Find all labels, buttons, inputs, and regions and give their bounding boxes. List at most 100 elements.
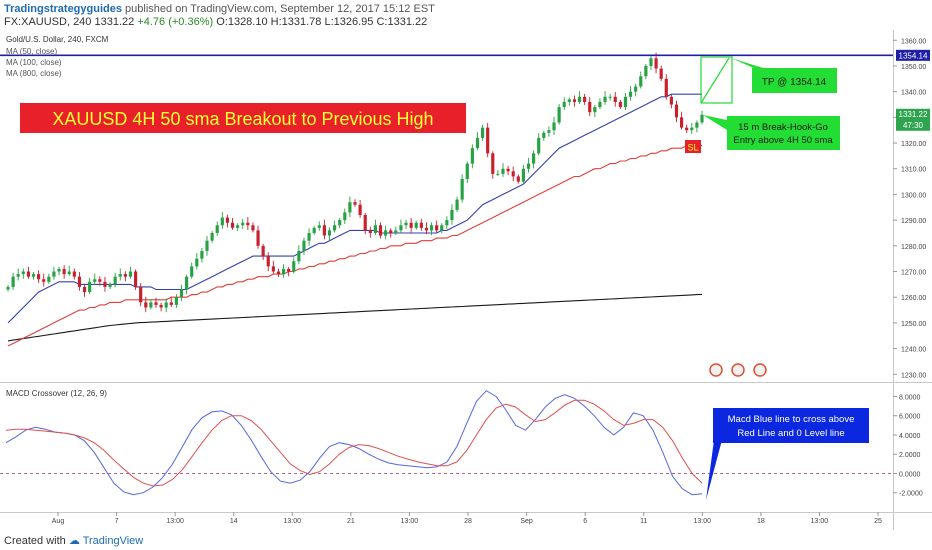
- candle: [358, 199, 362, 218]
- candle-body: [680, 117, 684, 128]
- candle: [475, 132, 480, 151]
- candle-body: [11, 276, 15, 287]
- candle: [649, 54, 653, 70]
- candle-body: [450, 209, 454, 221]
- price-tick-label: 1240.00: [901, 347, 926, 354]
- candle-body: [384, 230, 388, 236]
- price-tick-label: 1270.00: [901, 270, 926, 277]
- event-flag-icon[interactable]: [731, 363, 745, 377]
- time-tick-label: 13:00: [284, 518, 302, 525]
- candle-body: [292, 261, 296, 272]
- candle: [363, 212, 367, 235]
- candle-body: [480, 127, 485, 138]
- price-change: +4.76 (+0.36%): [137, 16, 214, 28]
- candle: [394, 226, 398, 236]
- price-pane-bg: [0, 30, 893, 382]
- candle: [623, 92, 628, 111]
- time-tick-label: 18: [757, 518, 765, 525]
- event-icons[interactable]: [709, 363, 767, 377]
- time-tick-label: 13:00: [811, 518, 829, 525]
- price-tick-label: 1260.00: [901, 295, 926, 302]
- publisher-link[interactable]: Tradingstrategyguides: [4, 3, 122, 15]
- macd-note-line1: Macd Blue line to cross above: [728, 414, 855, 425]
- candle-body: [368, 230, 372, 233]
- candle-body: [491, 153, 495, 174]
- macd-annotation[interactable]: Macd Blue line to cross above Red Line a…: [706, 408, 869, 500]
- candle: [618, 99, 622, 110]
- published-text: published on TradingView.com, September …: [125, 3, 435, 15]
- candle: [680, 111, 684, 130]
- sl-badge-text: SL: [687, 143, 698, 153]
- resistance-badge-label: 1354.14: [899, 51, 928, 60]
- candle-body: [185, 276, 189, 290]
- headline-annotation[interactable]: XAUUSD 4H 50 sma Breakout to Previous Hi…: [20, 103, 466, 133]
- tp-annotation[interactable]: TP @ 1354.14: [700, 56, 837, 104]
- legend: Gold/U.S. Dollar, 240, FXCM MA (50, clos…: [6, 35, 109, 78]
- candle: [123, 271, 127, 282]
- candle-body: [460, 179, 464, 200]
- candle-body: [6, 286, 10, 290]
- candle: [246, 217, 250, 231]
- candle: [179, 284, 184, 302]
- candle: [567, 97, 571, 106]
- candle: [195, 253, 199, 270]
- entry-annotation[interactable]: 15 m Break-Hook-Go Entry above 4H 50 sma: [703, 115, 840, 150]
- candle-body: [659, 68, 663, 79]
- candle: [98, 276, 102, 286]
- candle: [52, 266, 56, 280]
- candle-body: [363, 214, 367, 231]
- candle-body: [251, 225, 255, 231]
- candle: [521, 164, 525, 185]
- candle: [695, 120, 699, 133]
- candle-body: [220, 217, 224, 226]
- price-axis[interactable]: 1230.00 1240.00 1250.00 1260.00 1270.00 1280.…: [893, 38, 926, 379]
- sl-annotation[interactable]: SL: [685, 140, 701, 153]
- candle-body: [486, 127, 490, 154]
- price-tick-label: 1360.00: [901, 38, 926, 45]
- ma50-line: [7, 93, 702, 324]
- event-flag-icon[interactable]: [709, 363, 723, 377]
- legend-ma100: MA (100, close): [6, 58, 62, 67]
- candle: [378, 222, 383, 239]
- time-tick-label: 13:00: [401, 518, 419, 525]
- candle-body: [225, 217, 230, 223]
- candle-body: [389, 230, 393, 233]
- candle: [154, 297, 158, 308]
- candle: [450, 204, 454, 225]
- candle-body: [404, 222, 408, 226]
- candle-body: [82, 286, 87, 293]
- candle-body: [236, 225, 240, 228]
- candle: [103, 277, 107, 292]
- candle: [526, 157, 531, 173]
- candle-body: [322, 225, 326, 236]
- time-axis[interactable]: Aug 7 13:00 14 13:00 21 13:00 28 Sep 6 11 13:00 18 13…: [52, 512, 882, 525]
- candle-body: [506, 168, 510, 172]
- price-badges: 1354.14 1331.22 47:30: [896, 49, 930, 131]
- tradingview-logo-icon[interactable]: ☁: [68, 535, 80, 547]
- created-with: Created with ☁ TradingView: [4, 534, 143, 547]
- candle: [429, 222, 434, 236]
- bar-countdown-label: 47:30: [903, 121, 924, 130]
- candle: [185, 274, 189, 295]
- candle-body: [93, 279, 97, 282]
- candlestick-series: [6, 52, 704, 313]
- candle-body: [516, 176, 520, 182]
- event-flag-icon[interactable]: [753, 363, 767, 377]
- time-tick-label: 28: [464, 518, 472, 525]
- candle-body: [42, 279, 46, 282]
- macd-axis[interactable]: -2.0000 0.0000 2.0000 4.0000 6.0000 8.0000: [893, 394, 923, 498]
- candle-body: [174, 297, 178, 305]
- candle-body: [246, 222, 250, 226]
- candle: [577, 91, 582, 104]
- candle-body: [623, 96, 628, 108]
- tradingview-link[interactable]: TradingView: [82, 535, 144, 547]
- candle: [419, 218, 423, 231]
- candle-body: [547, 130, 551, 133]
- candle: [435, 220, 439, 233]
- candle-body: [628, 91, 633, 97]
- candle: [236, 223, 240, 231]
- candle-body: [312, 227, 316, 233]
- candle-body: [526, 163, 531, 169]
- candle-body: [537, 137, 541, 154]
